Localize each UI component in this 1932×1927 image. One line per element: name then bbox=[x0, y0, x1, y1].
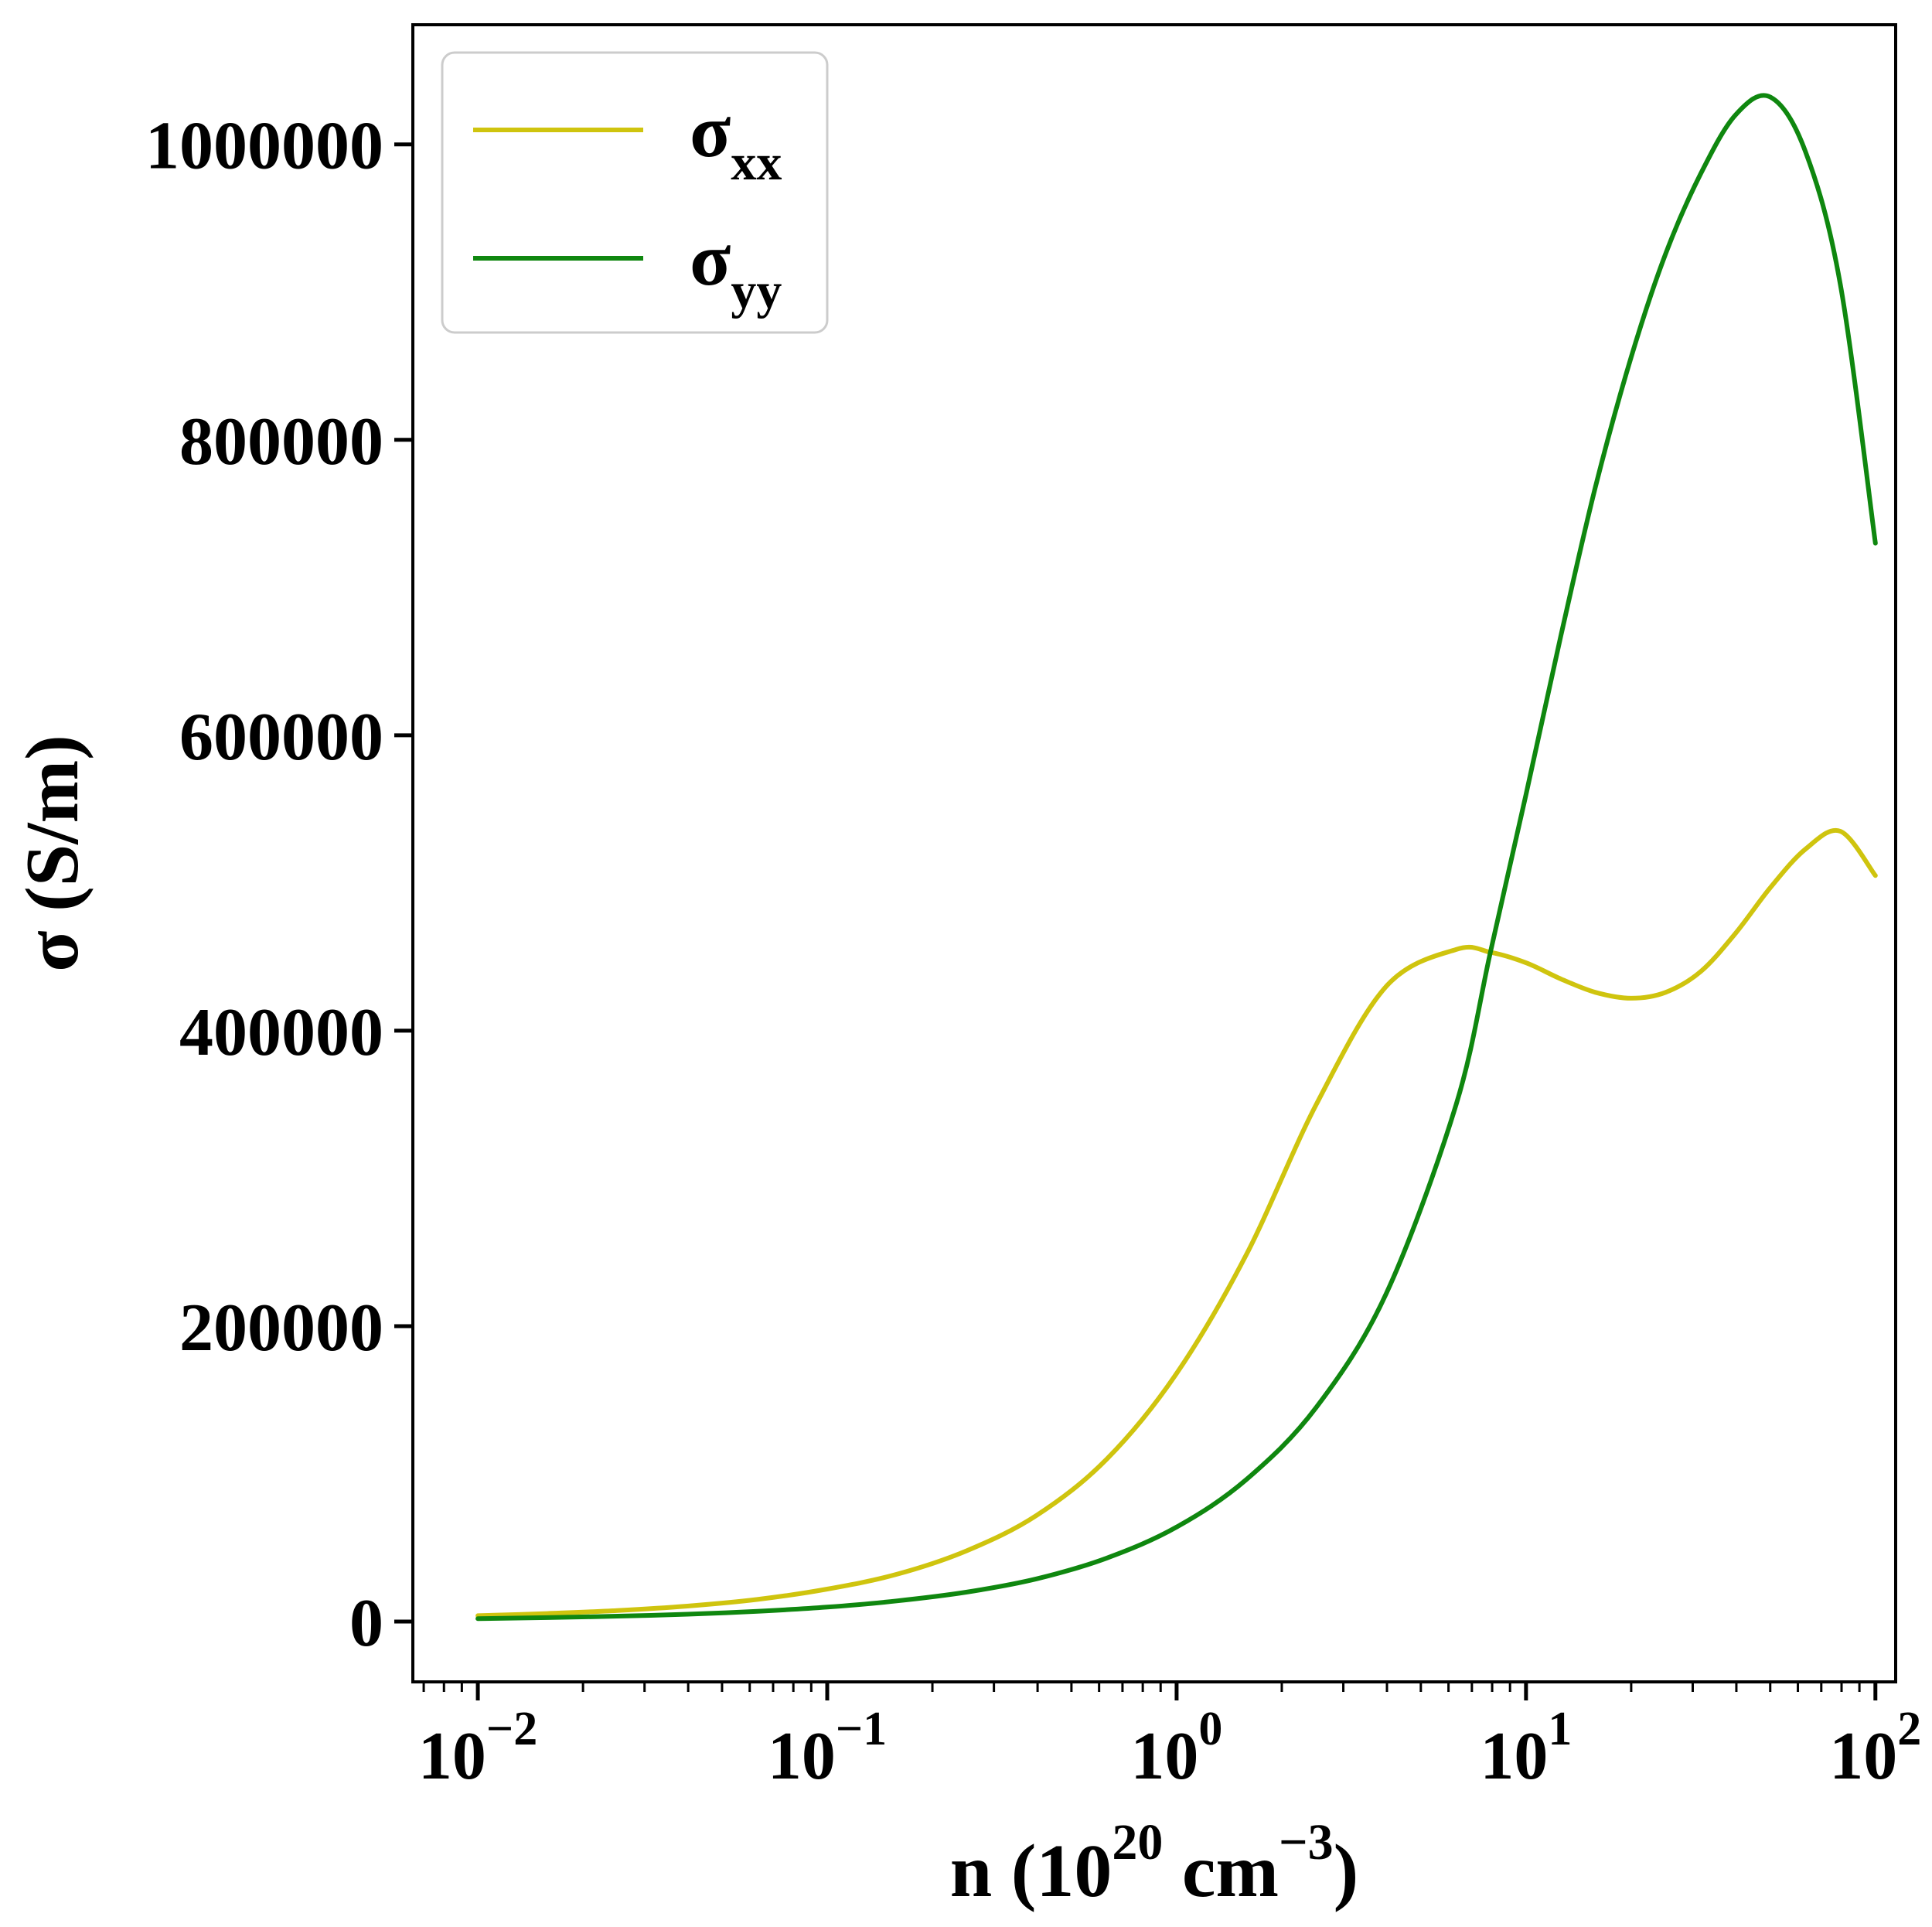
x-tick-label: 101 bbox=[1480, 1703, 1572, 1794]
x-tick-label: 102 bbox=[1829, 1703, 1921, 1794]
x-tick-label: 100 bbox=[1130, 1703, 1222, 1794]
x-axis-label: n (1020 cm−3) bbox=[950, 1814, 1359, 1913]
y-tick-label: 600000 bbox=[179, 700, 383, 775]
y-axis-label: σ (S/m) bbox=[11, 735, 94, 971]
x-tick-label: 10−2 bbox=[418, 1703, 537, 1794]
y-tick-label: 1000000 bbox=[145, 109, 383, 184]
plot-border bbox=[411, 23, 1897, 1683]
y-tick-label: 0 bbox=[349, 1586, 383, 1661]
legend-label-sigma_xx: σxx bbox=[690, 90, 782, 191]
y-tick-label: 800000 bbox=[179, 404, 383, 479]
y-tick-label: 200000 bbox=[179, 1291, 383, 1366]
y-tick-label: 400000 bbox=[179, 995, 383, 1070]
x-tick-label: 10−1 bbox=[768, 1703, 887, 1794]
series-sigma_xx-line bbox=[475, 827, 1878, 1618]
legend-box bbox=[441, 51, 829, 334]
series-sigma_yy-line bbox=[475, 93, 1878, 1622]
legend-label-sigma_yy: σyy bbox=[690, 218, 782, 319]
